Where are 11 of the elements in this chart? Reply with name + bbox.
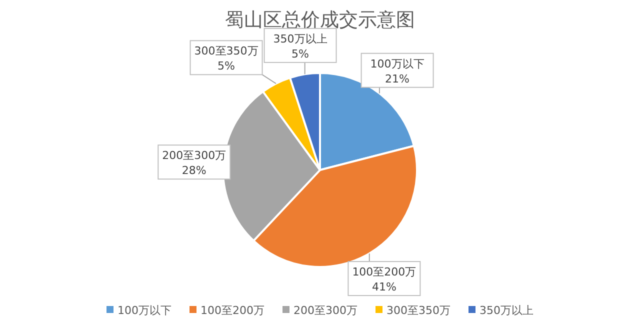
slice-label: 100万以下 bbox=[370, 57, 424, 70]
slice-label: 100至200万 bbox=[352, 266, 416, 279]
legend-label: 100万以下 bbox=[118, 304, 172, 317]
data-label: 41% bbox=[372, 280, 396, 294]
legend-label: 350万以上 bbox=[480, 304, 534, 317]
data-label: 5% bbox=[218, 60, 235, 73]
data-label: 5% bbox=[292, 47, 309, 60]
slice-label: 300至350万 bbox=[194, 44, 258, 58]
slice-label: 200至300万 bbox=[162, 149, 226, 162]
data-label: 28% bbox=[182, 164, 206, 178]
data-label: 21% bbox=[385, 72, 410, 86]
